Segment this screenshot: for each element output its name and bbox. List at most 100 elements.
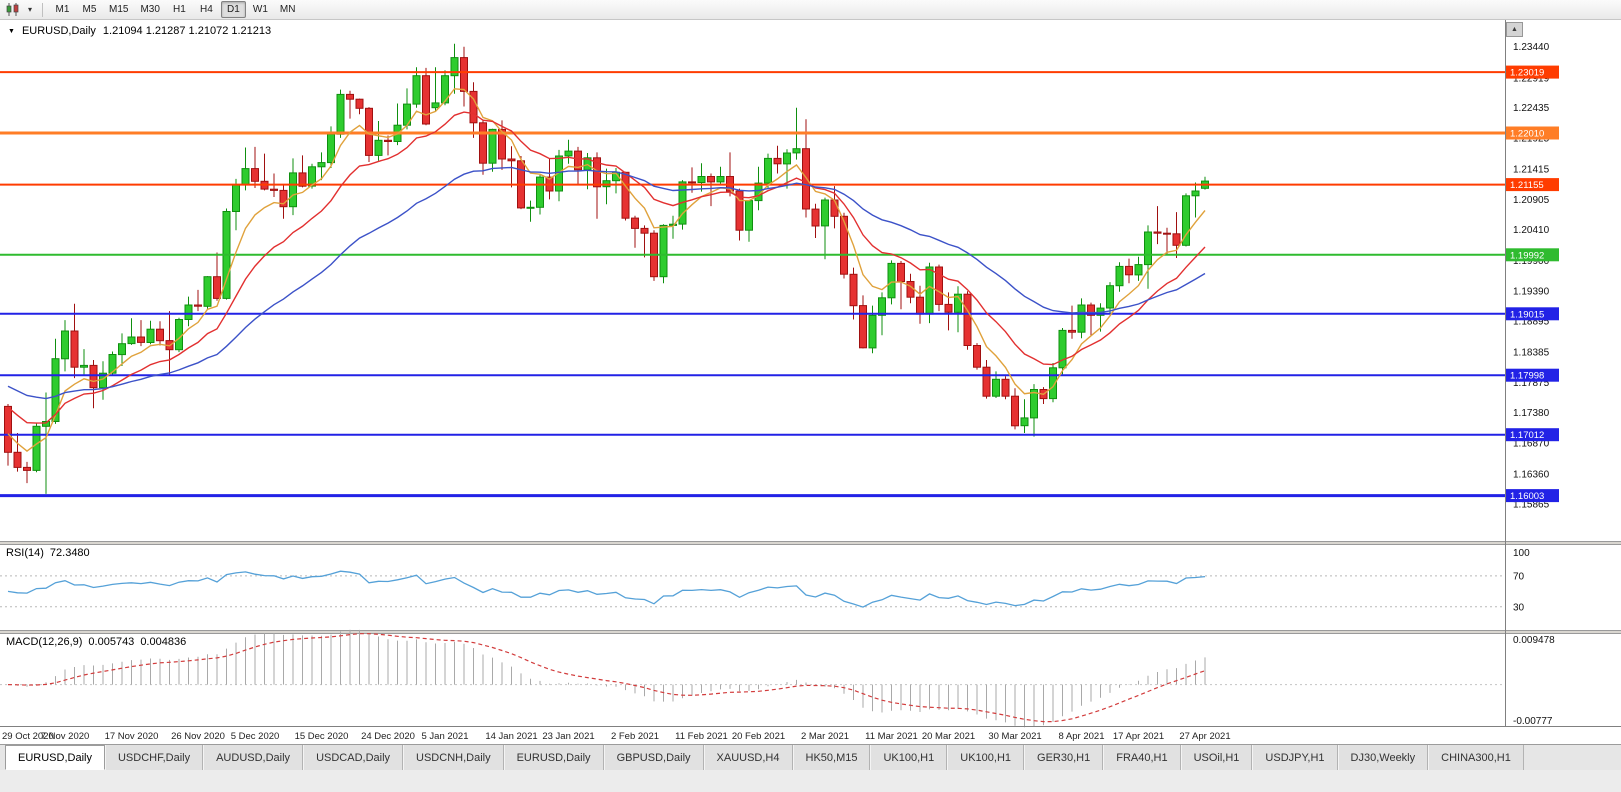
timeframe-button-m1[interactable]: M1 [50, 1, 75, 18]
macd-indicator-label: MACD(12,26,9) 0.005743 0.004836 [6, 636, 186, 648]
svg-text:17 Apr 2021: 17 Apr 2021 [1113, 731, 1164, 742]
price-tag-1.23019 [1506, 65, 1559, 79]
svg-text:1.21155: 1.21155 [1510, 180, 1544, 191]
svg-text:1.16870: 1.16870 [1513, 439, 1550, 450]
svg-text:17 Nov 2020: 17 Nov 2020 [105, 731, 159, 742]
chart-tabs-bar: EURUSD,Daily USDCHF,Daily AUDUSD,Daily USDC… [0, 744, 1621, 770]
chart-tab[interactable]: XAUUSD,H4 [703, 745, 793, 770]
svg-text:1.22919: 1.22919 [1513, 74, 1550, 85]
price-tag-1.17012 [1506, 428, 1559, 442]
svg-text:0.009478: 0.009478 [1513, 635, 1555, 646]
svg-text:2 Mar 2021: 2 Mar 2021 [801, 731, 849, 742]
bottom-filler [0, 770, 1621, 792]
svg-text:27 Apr 2021: 27 Apr 2021 [1179, 731, 1230, 742]
svg-text:-0.00777: -0.00777 [1513, 716, 1553, 727]
chart-symbol-label: EURUSD,Daily [21, 25, 96, 37]
price-tag-1.19015 [1506, 307, 1559, 321]
svg-text:1.17380: 1.17380 [1513, 408, 1550, 419]
timeframe-toolbar: ▾ M1 M5 M15 M30 H1 H4 D1 W1 MN [0, 0, 1621, 20]
chart-tab[interactable]: CHINA300,H1 [1428, 745, 1524, 770]
svg-text:5 Jan 2021: 5 Jan 2021 [421, 731, 468, 742]
chart-tab[interactable]: HK50,M15 [792, 745, 871, 770]
svg-text:20 Mar 2021: 20 Mar 2021 [922, 731, 975, 742]
timeframe-button-w1[interactable]: W1 [248, 1, 273, 18]
price-tag-1.17998 [1506, 368, 1559, 382]
svg-text:1.22010: 1.22010 [1510, 129, 1544, 140]
timeframe-button-h4[interactable]: H4 [194, 1, 219, 18]
svg-text:1.16360: 1.16360 [1513, 470, 1550, 481]
chart-tab[interactable]: DJ30,Weekly [1337, 745, 1429, 770]
horizontal-lines-layer [0, 71, 1505, 498]
svg-text:2 Feb 2021: 2 Feb 2021 [611, 731, 659, 742]
ma-line-fast-orange [7, 88, 1206, 452]
svg-text:1.17012: 1.17012 [1510, 430, 1544, 441]
svg-text:1.19992: 1.19992 [1510, 250, 1544, 261]
chart-tab[interactable]: USOil,H1 [1180, 745, 1253, 770]
chart-title: ▼ EURUSD,Daily 1.21094 1.21287 1.21072 1… [8, 25, 271, 37]
chart-tab[interactable]: AUDUSD,Daily [203, 745, 304, 770]
chart-tab[interactable]: USDJPY,H1 [1252, 745, 1338, 770]
price-chart-canvas[interactable]: 1.234401.229191.224351.219251.214151.209… [0, 20, 1621, 744]
price-tag-1.19992 [1506, 248, 1559, 262]
rsi-name: RSI(14) [6, 547, 44, 559]
svg-text:1.17998: 1.17998 [1510, 371, 1544, 382]
svg-text:23 Jan 2021: 23 Jan 2021 [542, 731, 594, 742]
chart-dropdown-caret-icon[interactable]: ▼ [8, 27, 15, 35]
svg-text:1.18385: 1.18385 [1513, 347, 1550, 358]
chart-tab[interactable]: EURUSD,Daily [503, 745, 604, 770]
chart-tab[interactable]: USDCAD,Daily [303, 745, 404, 770]
chart-tab[interactable]: USDCNH,Daily [403, 745, 504, 770]
svg-text:14 Jan 2021: 14 Jan 2021 [485, 731, 537, 742]
ma-line-mid-red [7, 111, 1206, 424]
svg-text:1.19900: 1.19900 [1513, 256, 1550, 267]
svg-text:1.21415: 1.21415 [1513, 164, 1550, 175]
svg-text:29 Oct 2020: 29 Oct 2020 [2, 731, 54, 742]
price-tag-1.22010 [1506, 126, 1559, 140]
price-tag-1.16003 [1506, 489, 1559, 503]
timeframe-button-m30[interactable]: M30 [135, 1, 164, 18]
chart-ohlc-values: 1.21094 1.21287 1.21072 1.21213 [102, 25, 272, 37]
svg-text:11 Feb 2021: 11 Feb 2021 [675, 731, 728, 742]
svg-text:1.16003: 1.16003 [1510, 491, 1544, 502]
candles-layer [4, 43, 1209, 494]
timeframe-button-m5[interactable]: M5 [77, 1, 102, 18]
chart-type-caret-icon[interactable]: ▾ [27, 5, 32, 14]
chart-tab[interactable]: UK100,H1 [947, 745, 1025, 770]
price-tag-1.21155 [1506, 178, 1559, 192]
candlestick-chart-icon[interactable] [5, 3, 23, 17]
timeframe-button-h1[interactable]: H1 [167, 1, 192, 18]
rsi-indicator-label: RSI(14) 72.3480 [6, 547, 90, 559]
macd-histogram [17, 629, 1206, 728]
svg-text:30: 30 [1513, 602, 1525, 613]
chart-tab[interactable]: EURUSD,Daily [5, 745, 105, 770]
macd-signal-line [7, 633, 1206, 723]
svg-text:100: 100 [1513, 548, 1530, 559]
svg-text:20 Feb 2021: 20 Feb 2021 [732, 731, 785, 742]
timeframe-button-d1[interactable]: D1 [220, 1, 246, 18]
svg-text:1.17875: 1.17875 [1513, 378, 1550, 389]
macd-main-value: 0.005743 [88, 636, 135, 648]
svg-text:1.20410: 1.20410 [1513, 225, 1550, 236]
svg-text:26 Nov 2020: 26 Nov 2020 [171, 731, 225, 742]
timeframe-buttons-group: M1 M5 M15 M30 H1 H4 D1 W1 MN [50, 1, 300, 18]
timeframe-button-mn[interactable]: MN [275, 1, 301, 18]
timeframe-button-m15[interactable]: M15 [104, 1, 133, 18]
svg-text:1.22435: 1.22435 [1513, 103, 1550, 114]
chart-tab[interactable]: USDCHF,Daily [104, 745, 204, 770]
svg-text:1.15865: 1.15865 [1513, 499, 1550, 510]
svg-text:7 Nov 2020: 7 Nov 2020 [41, 731, 90, 742]
svg-text:70: 70 [1513, 571, 1525, 582]
svg-text:1.19015: 1.19015 [1510, 309, 1544, 320]
toolbar-divider [42, 2, 43, 17]
chart-tab[interactable]: FRA40,H1 [1103, 745, 1181, 770]
chart-scroll-up-button[interactable]: ▲ [1506, 22, 1523, 37]
svg-text:1.19390: 1.19390 [1513, 287, 1550, 298]
macd-name: MACD(12,26,9) [6, 636, 83, 648]
svg-text:1.18895: 1.18895 [1513, 317, 1550, 328]
rsi-line [7, 570, 1206, 608]
chart-tab[interactable]: UK100,H1 [870, 745, 948, 770]
chart-tab[interactable]: GER30,H1 [1024, 745, 1104, 770]
svg-text:8 Apr 2021: 8 Apr 2021 [1059, 731, 1105, 742]
chart-tab[interactable]: GBPUSD,Daily [603, 745, 704, 770]
